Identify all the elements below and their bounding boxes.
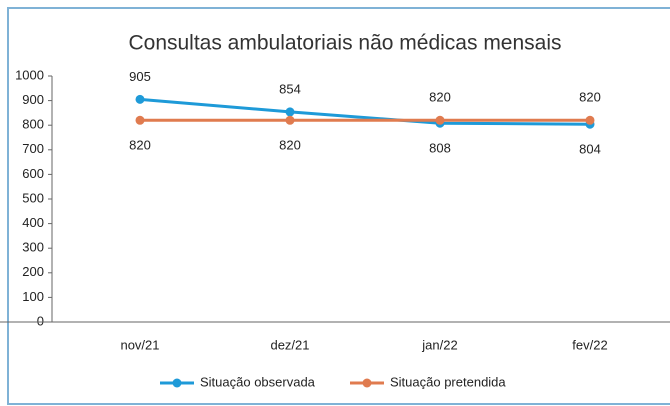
y-tick-label: 300	[22, 240, 44, 255]
y-tick-label: 600	[22, 166, 44, 181]
chart-title: Consultas ambulatoriais não médicas mens…	[128, 32, 561, 55]
point	[435, 115, 445, 125]
data-label: 854	[279, 81, 301, 96]
y-tick-label: 800	[22, 117, 44, 132]
data-label: 820	[279, 138, 301, 153]
y-tick-label: 400	[22, 215, 44, 230]
y-tick-label: 900	[22, 92, 44, 107]
legend-marker	[172, 378, 182, 388]
x-tick-label: dez/21	[270, 337, 309, 352]
y-tick-label: 200	[22, 264, 44, 279]
point	[585, 115, 595, 125]
data-label: 820	[129, 138, 151, 153]
data-label: 804	[579, 142, 601, 157]
y-tick-label: 0	[37, 313, 44, 328]
data-label: 820	[429, 90, 451, 105]
legend-marker	[362, 378, 372, 388]
data-label: 808	[429, 141, 451, 156]
series-line	[139, 97, 591, 126]
x-tick-label: jan/22	[421, 337, 457, 352]
data-label: 820	[579, 90, 601, 105]
y-tick-label: 100	[22, 289, 44, 304]
data-label: 905	[129, 69, 151, 84]
chart-frame	[7, 7, 670, 405]
point	[135, 115, 145, 125]
legend-label: Situação pretendida	[390, 374, 506, 389]
y-tick-label: 1000	[15, 67, 44, 82]
point	[285, 115, 295, 125]
legend-label: Situação observada	[200, 374, 316, 389]
y-tick-label: 500	[22, 190, 44, 205]
y-tick-label: 700	[22, 141, 44, 156]
point	[135, 94, 145, 104]
x-tick-label: fev/22	[572, 337, 607, 352]
x-tick-label: nov/21	[120, 337, 159, 352]
point	[285, 107, 295, 117]
